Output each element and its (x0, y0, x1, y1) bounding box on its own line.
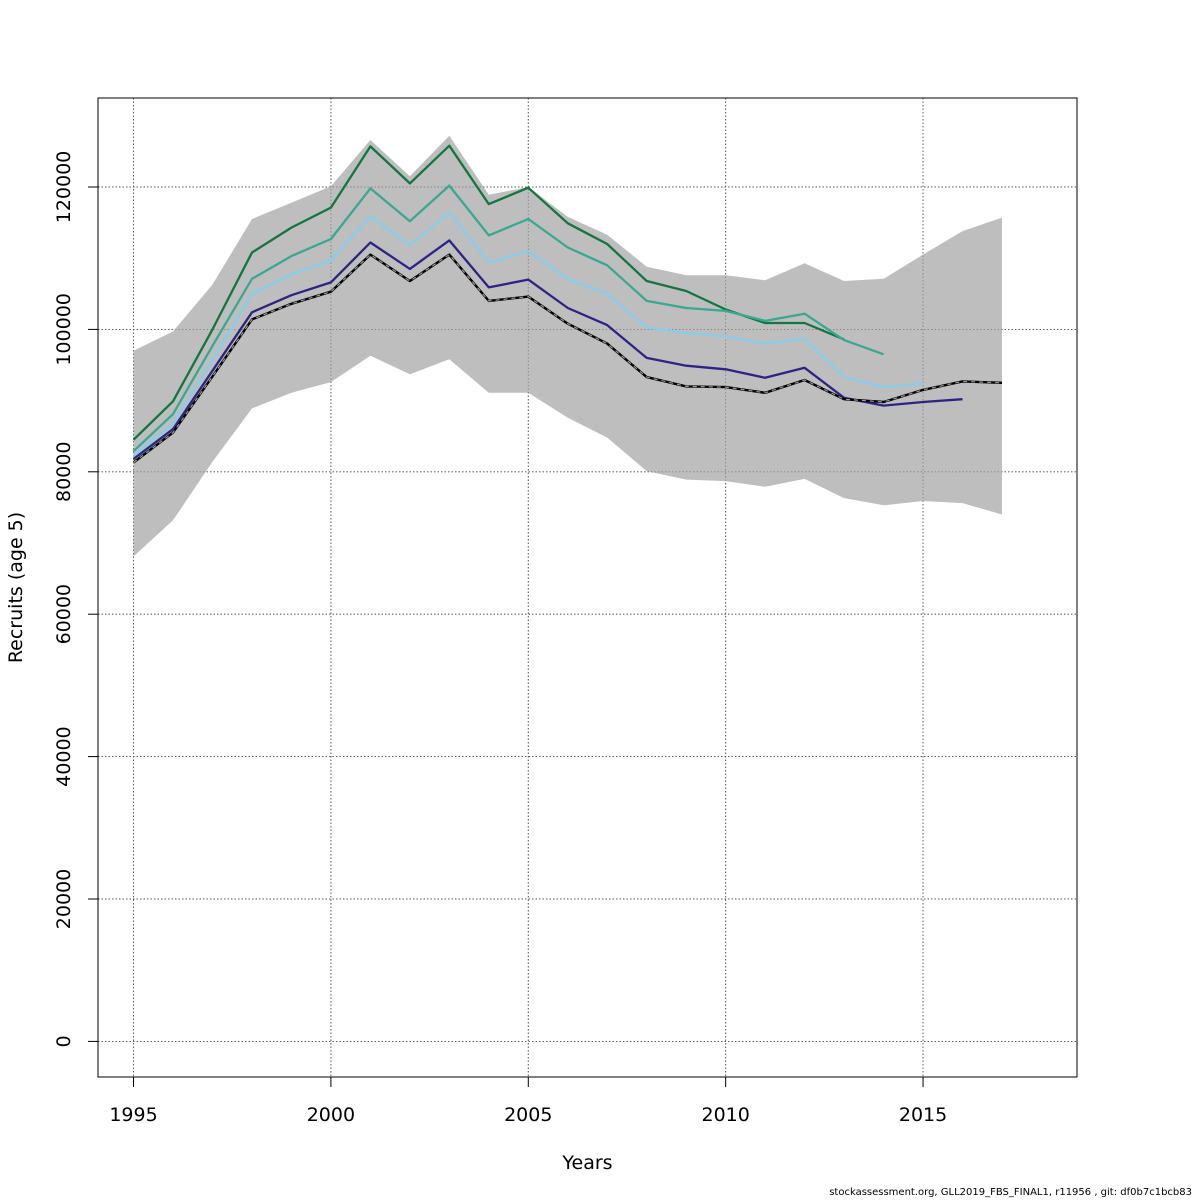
series-line-dashes (133, 254, 1003, 463)
y-tick-label: 20000 (53, 869, 75, 929)
y-tick-label: 60000 (53, 584, 75, 644)
confidence-band (133, 135, 1002, 557)
series-line (132, 239, 963, 460)
grid-lines-over-band (98, 98, 1077, 1077)
series-line (132, 211, 924, 457)
series-line (132, 184, 884, 453)
x-tick-label: 2015 (899, 1104, 947, 1126)
x-axis-title: Years (561, 1152, 612, 1174)
plot-frame (97, 97, 1078, 1078)
y-tick-label: 40000 (53, 726, 75, 786)
series-line (132, 144, 845, 441)
x-tick-label: 2005 (504, 1104, 552, 1126)
x-tick-label: 2000 (307, 1104, 355, 1126)
series-layer (132, 144, 1003, 464)
y-tick-label: 80000 (53, 442, 75, 502)
y-tick-label: 100000 (53, 293, 75, 366)
y-tick-label: 0 (53, 1035, 75, 1047)
x-axis: 1995 2000 2005 2010 2015 (109, 1077, 947, 1126)
x-tick-label: 1995 (109, 1104, 157, 1126)
y-tick-label: 120000 (53, 151, 75, 224)
y-axis: 0 20000 40000 60000 80000 100000 120000 (53, 151, 98, 1047)
x-tick-label: 2010 (701, 1104, 749, 1126)
y-axis-title: Recruits (age 5) (5, 512, 27, 663)
footer-credit: stockassessment.org, GLL2019_FBS_FINAL1,… (829, 1187, 1192, 1198)
confidence-band-layer (133, 135, 1002, 557)
